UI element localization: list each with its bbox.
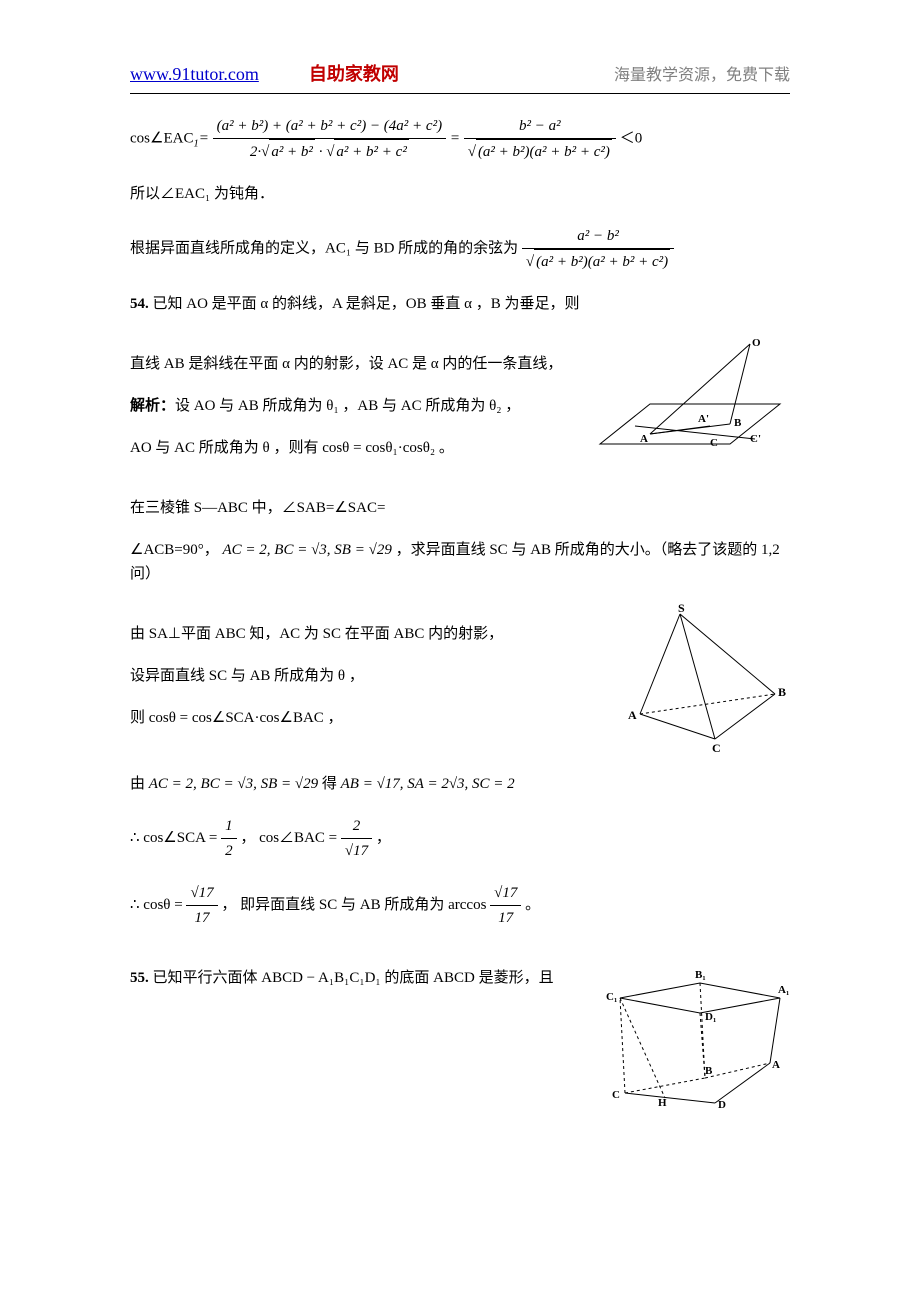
figure-parallelepiped: B₁ A₁ C₁ D₁ B A C D H: [600, 948, 790, 1108]
svg-text:C₁: C₁: [606, 991, 617, 1003]
header-url[interactable]: www.91tutor.com: [130, 60, 259, 89]
svg-text:A: A: [640, 433, 648, 445]
svg-text:A': A': [698, 413, 709, 425]
equation-cos-eac1: cos∠EAC1= (a² + b²) + (a² + b² + c²) − (…: [130, 114, 790, 164]
q54-line4: 在三棱锥 S—ABC 中，∠SAB=∠SAC=: [130, 496, 790, 520]
figure-tetra-sabc: S A B C: [620, 604, 790, 754]
q55-lead: 55. 已知平行六面体 ABCD − A₁B₁C₁D₁ 的底面 ABCD 是菱形…: [130, 966, 584, 990]
svg-text:S: S: [678, 604, 685, 615]
svg-text:C: C: [612, 1089, 620, 1101]
q54-line9: 由 AC = 2, BC = √3, SB = √29 得 AB = √17, …: [130, 772, 790, 796]
svg-text:C': C': [750, 433, 761, 445]
figure-plane-alpha: O A A' B C C': [590, 334, 790, 474]
q54-line1: 直线 AB 是斜线在平面 α 内的射影，设 AC 是 α 内的任一条直线，: [130, 352, 574, 376]
svg-text:A: A: [772, 1059, 780, 1071]
q54-line6: 由 SA⊥平面 ABC 知，AC 为 SC 在平面 ABC 内的射影，: [130, 622, 604, 646]
svg-text:H: H: [658, 1097, 667, 1108]
svg-text:B: B: [734, 417, 742, 429]
svg-text:O: O: [752, 337, 761, 349]
svg-text:A₁: A₁: [778, 984, 789, 996]
q54-line11: ∴ cosθ = √1717 ， 即异面直线 SC 与 AB 所成角为 arcc…: [130, 881, 790, 930]
q54-line5: ∠ACB=90°， AC = 2, BC = √3, SB = √29 ，求异面…: [130, 538, 790, 586]
svg-text:A: A: [628, 708, 637, 722]
svg-text:B₁: B₁: [695, 969, 706, 981]
q54-line7: 设异面直线 SC 与 AB 所成角为 θ ，: [130, 664, 604, 688]
q54-line3: AO 与 AC 所成角为 θ ，则有 cosθ = cosθ₁·cosθ₂ 。: [130, 436, 574, 460]
q54-line10: ∴ cos∠SCA = 12 ， cos∠BAC = 2√17 ，: [130, 814, 790, 863]
q54-lead: 54. 已知 AO 是平面 α 的斜线，A 是斜足，OB 垂直 α ，B 为垂足…: [130, 292, 790, 316]
q54-line2: 解析：设 AO 与 AB 所成角为 θ₁ ，AB 与 AC 所成角为 θ₂ ，: [130, 394, 574, 418]
svg-text:D: D: [718, 1099, 726, 1108]
svg-text:C: C: [710, 437, 718, 449]
svg-text:C: C: [712, 741, 721, 754]
conclusion-eac1: 所以∠EAC₁ 为钝角．: [130, 182, 790, 206]
header-site-name: 自助家教网: [309, 60, 399, 89]
svg-text:D₁: D₁: [705, 1011, 716, 1023]
cosine-definition: 根据异面直线所成角的定义，AC₁ 与 BD 所成的角的余弦为 a² − b² √…: [130, 224, 790, 274]
svg-text:B: B: [778, 685, 786, 699]
page-header: www.91tutor.com 自助家教网 海量教学资源，免费下载: [130, 60, 790, 94]
svg-text:B: B: [705, 1065, 713, 1077]
header-tagline: 海量教学资源，免费下载: [614, 63, 790, 89]
q54-line8: 则 cosθ = cos∠SCA·cos∠BAC ，: [130, 706, 604, 730]
